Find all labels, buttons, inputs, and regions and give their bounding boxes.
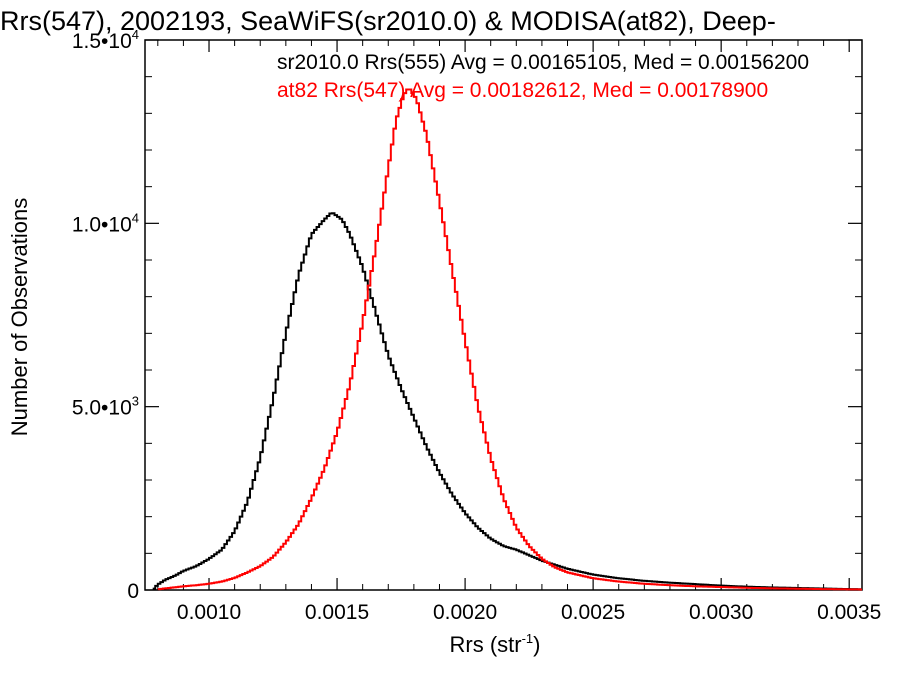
y-tick-label: 0 [127, 580, 139, 603]
y-tick-mantissa: 1.0•10 [72, 213, 132, 236]
y-axis-label: Number of Observations [7, 198, 32, 436]
x-axis-label: Rrs (str-1) [450, 631, 541, 657]
y-tick-exponent: 4 [132, 210, 139, 225]
x-tick-label: 0.0035 [817, 601, 881, 624]
x-axis-label-end: ) [533, 632, 540, 657]
chart-title: Rrs(547), 2002193, SeaWiFS(sr2010.0) & M… [0, 6, 776, 36]
legend-entry-at82: at82 Rrs(547) Avg = 0.00182612, Med = 0.… [277, 79, 768, 102]
x-tick-label: 0.0025 [561, 601, 625, 624]
y-tick-mantissa: 0 [127, 580, 139, 603]
y-tick-label: 5.0•103 [72, 394, 139, 420]
x-tick-label: 0.0010 [177, 601, 241, 624]
legend-entry-sr2010: sr2010.0 Rrs(555) Avg = 0.00165105, Med … [277, 51, 809, 74]
x-tick-label: 0.0030 [689, 601, 753, 624]
x-axis-label-sup: -1 [522, 631, 534, 646]
data-series [152, 88, 862, 591]
y-tick-mantissa: 5.0•10 [72, 397, 132, 420]
y-tick-label: 1.0•104 [72, 210, 139, 236]
histogram-series-1 [157, 88, 862, 591]
y-tick-exponent: 3 [132, 394, 139, 409]
plot-frame [144, 39, 863, 591]
y-tick-label: 1.5•104 [72, 27, 139, 53]
axis-ticks: 0.0010 0.0015 0.0020 0.0025 0.0030 0.0035 0 5.0… [72, 27, 881, 624]
x-tick-label: 0.0020 [433, 601, 497, 624]
y-tick-exponent: 4 [132, 27, 139, 42]
y-tick-mantissa: 1.5•10 [72, 30, 132, 53]
x-tick-label: 0.0015 [305, 601, 369, 624]
histogram-series-0 [152, 212, 862, 591]
x-axis-label-main: Rrs (str [450, 632, 522, 657]
